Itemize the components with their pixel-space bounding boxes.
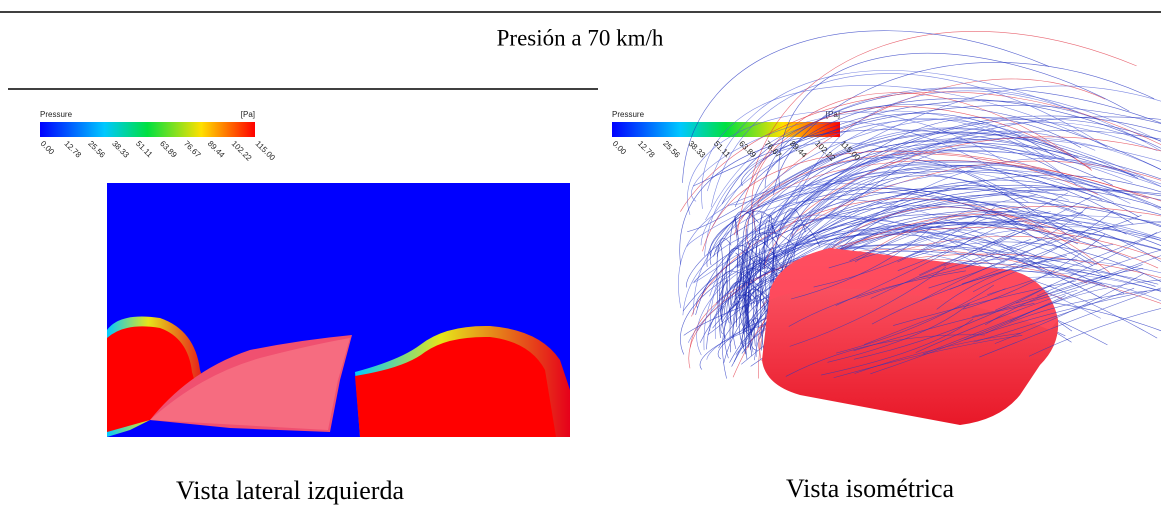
colorbar bbox=[40, 122, 255, 137]
streamline bbox=[791, 117, 1161, 229]
side-view-image bbox=[107, 183, 570, 437]
legend-tick: 76.67 bbox=[182, 139, 203, 160]
legend-tick: 51.11 bbox=[134, 139, 154, 159]
legend-tick: 0.00 bbox=[39, 139, 57, 157]
caption: Vista isométrica bbox=[786, 474, 955, 503]
caption: Vista lateral izquierda bbox=[176, 476, 404, 505]
legend-tick: 12.78 bbox=[636, 139, 657, 160]
legend-tick: 25.56 bbox=[661, 139, 682, 160]
legend-tick: 89.44 bbox=[206, 139, 227, 160]
streamline bbox=[758, 79, 1105, 206]
legend-label: Pressure bbox=[40, 110, 73, 119]
legend-tick: 76.67 bbox=[763, 139, 784, 160]
title: Presión a 70 km/h bbox=[497, 25, 664, 50]
legend-unit: [Pa] bbox=[241, 110, 255, 119]
legend-label: Pressure bbox=[612, 110, 645, 119]
legend-tick: 12.78 bbox=[62, 139, 83, 160]
legend-tick: 63.89 bbox=[158, 139, 179, 160]
legend-tick: 89.44 bbox=[788, 139, 809, 160]
legend-tick: 38.33 bbox=[687, 139, 708, 160]
legend-tick: 38.33 bbox=[110, 139, 131, 160]
legend-tick: 102.22 bbox=[230, 139, 254, 163]
colorbar bbox=[612, 122, 840, 137]
legend-tick: 0.00 bbox=[611, 139, 629, 157]
legend-tick: 25.56 bbox=[86, 139, 107, 160]
legend-tick: 63.89 bbox=[737, 139, 758, 160]
page: Presión a 70 km/h Pressure [Pa] Vista la… bbox=[0, 0, 1161, 511]
legend-tick: 115.00 bbox=[254, 139, 278, 163]
legend-tick: 115.00 bbox=[839, 139, 863, 163]
